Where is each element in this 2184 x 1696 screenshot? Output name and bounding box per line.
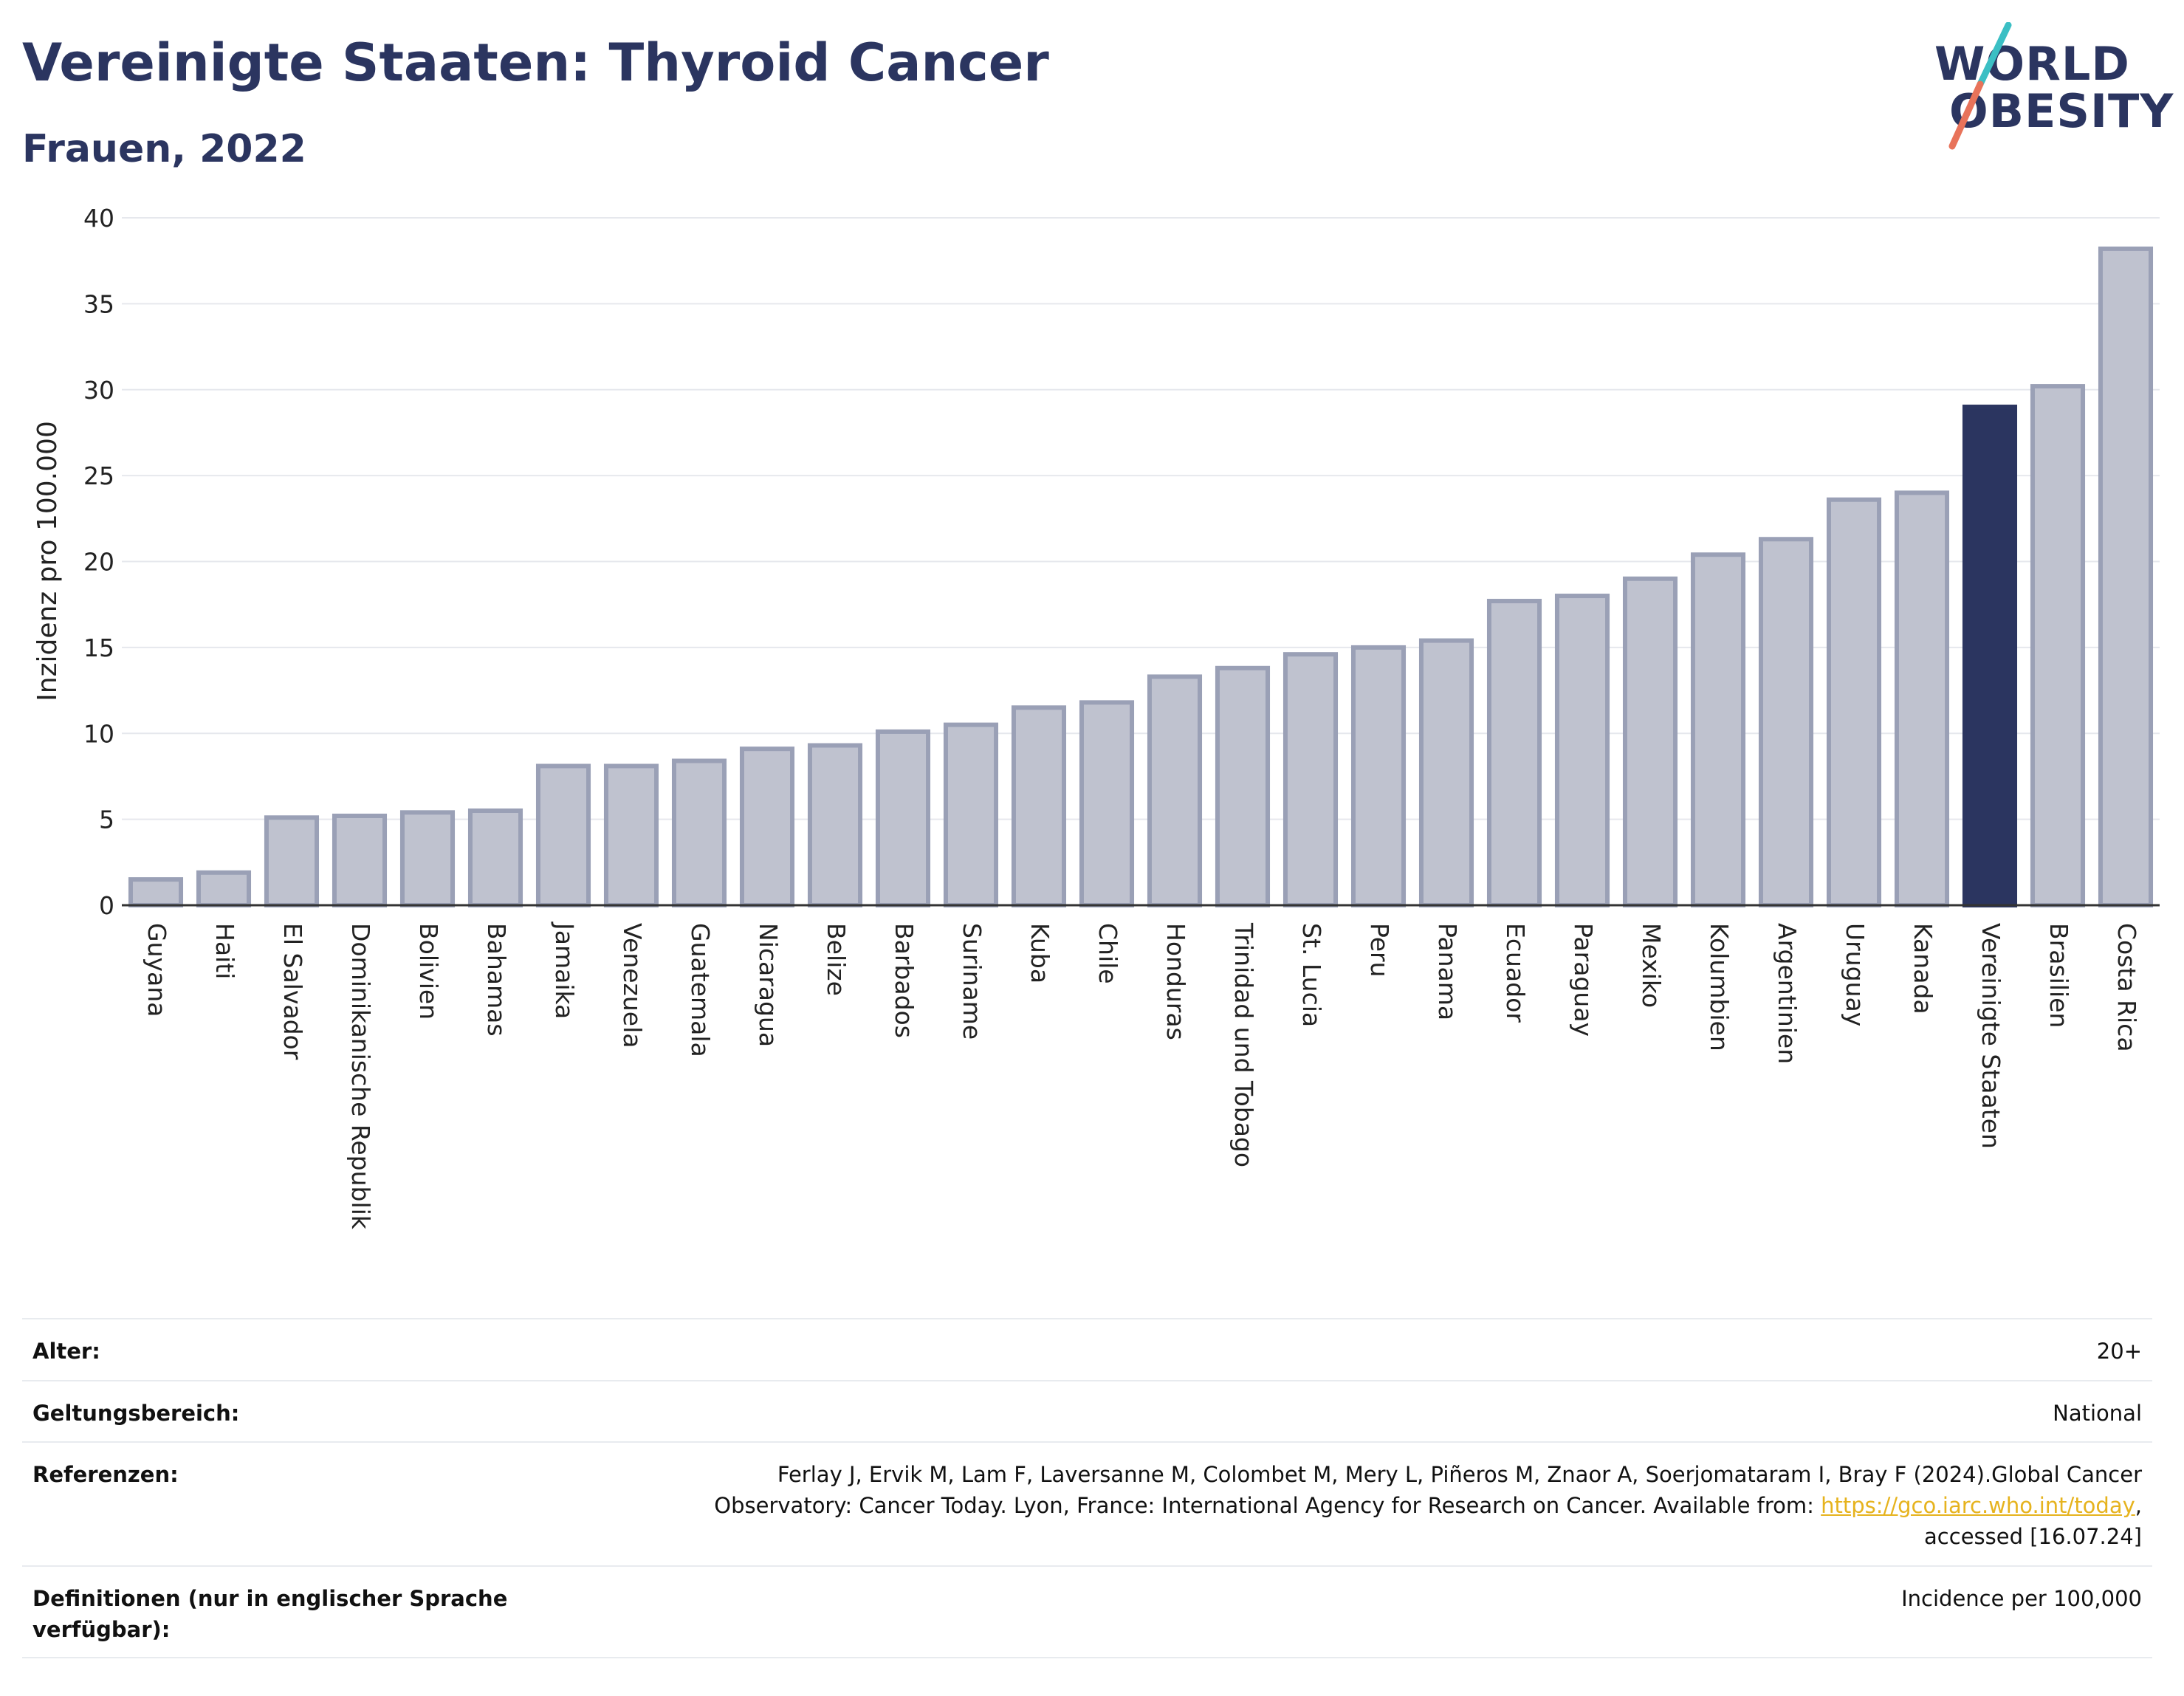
bar [671,758,727,907]
bar [875,729,931,907]
logo-line-2: OBESITY [1949,84,2174,138]
bar [2030,384,2086,907]
y-tick-label: 25 [83,461,114,490]
bar [1758,537,1814,907]
x-tick-label: Costa Rica [2112,923,2141,1052]
bar [1215,665,1271,907]
logo-slash-icon [1948,22,2012,150]
bar [128,877,184,908]
bar [1690,552,1746,907]
references-line-3: accessed [16.07.24] [1924,1524,2142,1549]
x-tick-label: Bahamas [482,923,511,1037]
meta-row-scope: Geltungsbereich: National [22,1380,2152,1441]
bar [943,722,999,907]
x-tick-label: Paraguay [1569,923,1598,1037]
x-tick-label: Jamaika [550,921,579,1019]
bar [2098,246,2154,907]
x-tick-label: Trinidad und Tobago [1229,922,1258,1167]
logo-line-1: WORLD [1934,37,2130,91]
x-tick-label: El Salvador [278,923,307,1060]
x-tick-label: Bolivien [414,923,443,1020]
references-line-2: Observatory: Cancer Today. Lyon, France:… [714,1493,1821,1518]
x-tick-label: Guyana [142,923,171,1017]
bar [739,746,795,908]
meta-row-definitions: Definitionen (nur in englischer Sprache … [22,1565,2152,1658]
x-tick-label: Haiti [210,923,239,979]
y-tick-label: 20 [83,548,114,577]
x-tick-label: Ecuador [1501,923,1530,1023]
grid-lines [122,217,2160,820]
y-tick-label: 35 [83,289,114,318]
bar-highlighted [1962,405,2018,907]
page-subtitle: Frauen, 2022 [22,127,306,171]
bar [264,815,320,907]
references-label: Referenzen: [32,1462,179,1487]
meta-row-references: Referenzen: Ferlay J, Ervik M, Lam F, La… [22,1441,2152,1565]
x-tick-label: Mexiko [1637,923,1666,1008]
bar [603,763,659,908]
alter-value: 20+ [2096,1339,2142,1364]
bar [1826,497,1882,907]
y-tick-label: 10 [83,719,114,748]
world-obesity-logo: WORLD OBESITY [1920,22,2174,155]
scope-label: Geltungsbereich: [32,1401,240,1426]
x-tick-label: Nicaragua [754,923,783,1047]
bar [535,763,591,908]
y-axis-label: Inzidenz pro 100.000 [32,421,63,701]
x-tick-label: Belize [822,923,851,996]
y-axis-ticks: 0 5 10 15 20 25 30 35 40 [83,204,114,920]
x-tick-label: Brasilien [2044,923,2073,1028]
bar [807,743,863,907]
x-tick-label: Kuba [1026,923,1054,983]
bar [1418,638,1474,907]
references-link[interactable]: https://gco.iarc.who.int/today [1821,1493,2135,1518]
x-tick-label: Honduras [1161,923,1190,1040]
bar [1147,674,1203,907]
y-tick-label: 0 [99,891,114,920]
bar [1894,490,1950,907]
bars [128,246,2154,908]
bar [1486,599,1542,907]
bar [1079,700,1135,907]
y-tick-label: 40 [83,204,114,233]
bar [1554,594,1610,907]
alter-label: Alter: [32,1339,100,1364]
y-tick-label: 5 [99,806,114,834]
x-tick-label: Guatemala [686,923,715,1057]
bar [1282,652,1339,907]
bar [1350,645,1407,907]
bar [467,808,523,908]
scope-value: National [2053,1401,2142,1426]
x-tick-label: Barbados [890,923,918,1038]
x-tick-label: Uruguay [1841,923,1869,1026]
x-tick-label: Chile [1093,923,1122,984]
bar-chart: 0 5 10 15 20 25 30 35 40 Inzidenz pro 100.000 Gu… [32,204,2160,1230]
definitions-value: Incidence per 100,000 [1901,1586,2142,1611]
meta-row-alter: Alter: 20+ [22,1318,2152,1380]
bar [1011,705,1067,908]
x-tick-label: Argentinien [1773,923,1802,1064]
x-tick-label: Panama [1433,923,1462,1020]
x-tick-label: Kanada [1909,923,1937,1014]
references-line-1: Ferlay J, Ervik M, Lam F, Laversanne M, … [777,1462,2142,1487]
x-tick-label: St. Lucia [1297,923,1326,1027]
y-tick-label: 30 [83,376,114,405]
x-tick-label: Dominikanische Republik [346,923,375,1230]
x-tick-label: Suriname [958,923,986,1040]
references-line-2-end: , [2135,1493,2142,1518]
bar [332,813,388,907]
references-value: Ferlay J, Ervik M, Lam F, Laversanne M, … [714,1459,2142,1552]
definitions-label: Definitionen (nur in englischer Sprache … [32,1586,508,1642]
x-tick-label: Kolumbien [1705,923,1734,1051]
x-tick-label: Venezuela [618,923,647,1048]
metadata-table: Alter: 20+ Geltungsbereich: National Ref… [22,1318,2152,1658]
x-tick-label: Vereinigte Staaten [1977,923,2005,1149]
bar [399,810,456,907]
bar [1622,576,1678,908]
bar [196,870,252,907]
x-axis-tick-labels: Guyana Haiti El Salvador Dominikanische Rep… [142,921,2141,1230]
y-tick-label: 15 [83,634,114,662]
x-tick-label: Peru [1365,923,1394,978]
page-title: Vereinigte Staaten: Thyroid Cancer [22,32,1049,93]
